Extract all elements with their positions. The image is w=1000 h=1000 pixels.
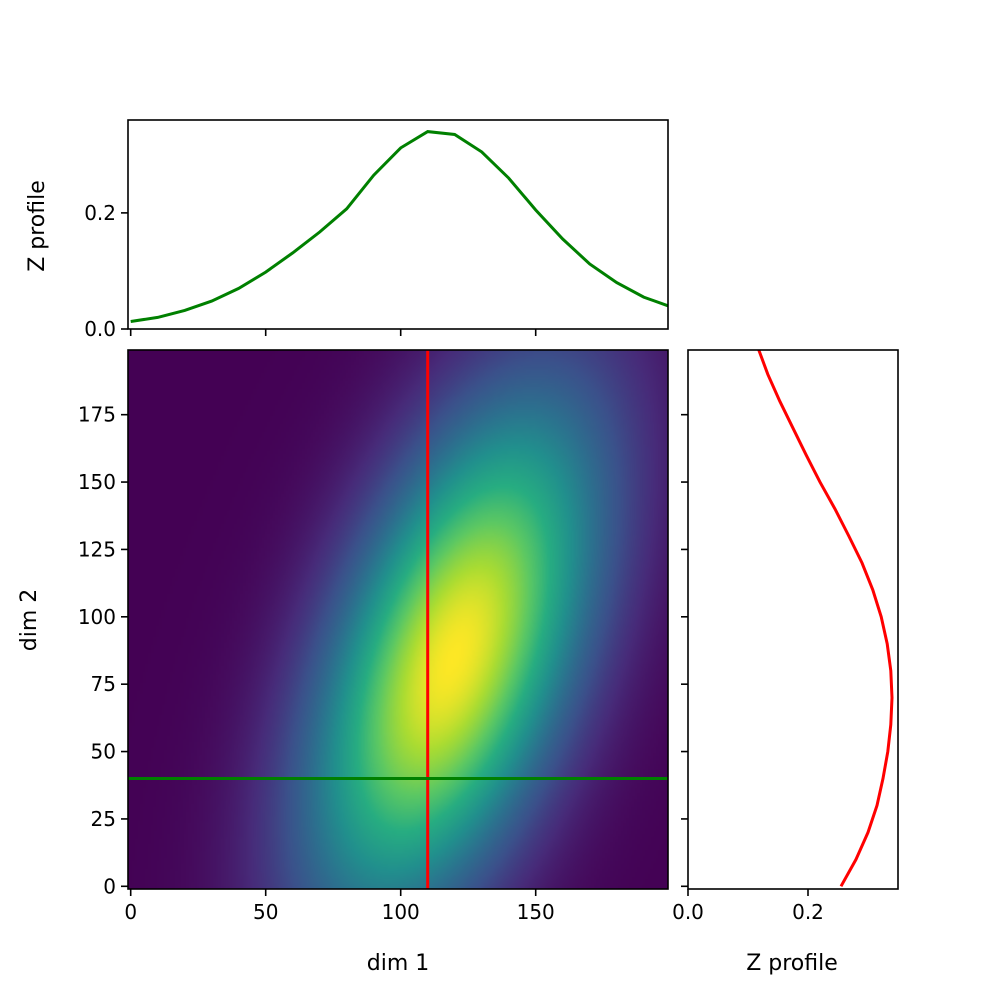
right-frame (687, 349, 899, 890)
right-x-axis-label: Z profile (746, 951, 838, 976)
main-y-tick-label: 100 (78, 605, 116, 629)
top-profile-panel: 0.0 0.2 Z profile (25, 119, 669, 341)
main-x-tick-label: 150 (517, 900, 555, 924)
heatmap-container (128, 350, 668, 889)
main-y-tick-label: 175 (78, 403, 116, 427)
main-x-tick-label: 100 (382, 900, 420, 924)
top-y-tick-label: 0.2 (84, 201, 116, 225)
right-profile-line (757, 349, 894, 888)
right-x-tick-label: 0.2 (792, 900, 824, 924)
top-y-ticks: 0.0 0.2 (84, 201, 128, 341)
top-x-ticks (129, 329, 537, 336)
main-y-tick-label: 25 (91, 807, 116, 831)
main-y-tick-label: 125 (78, 537, 116, 561)
main-y-tick-label: 75 (91, 672, 116, 696)
top-profile-line (130, 130, 669, 323)
top-y-tick-label: 0.0 (84, 317, 116, 341)
main-x-tick-label: 0 (124, 900, 137, 924)
main-y-tick-label: 150 (78, 470, 116, 494)
main-frame (127, 349, 669, 890)
main-x-axis-label: dim 1 (367, 951, 430, 976)
main-y-ticks: 0 25 50 75 100 125 150 175 (78, 403, 128, 898)
main-panel: 0 50 100 150 0 25 50 75 100 125 150 175 dim 1 dim … (17, 349, 669, 976)
top-frame (127, 119, 669, 330)
right-x-tick-label: 0.0 (672, 900, 704, 924)
main-y-tick-label: 50 (91, 740, 116, 764)
right-profile-panel: 0.0 0.2 Z profile (672, 349, 899, 976)
right-y-ticks (681, 413, 688, 888)
heatmap-image (128, 350, 668, 889)
main-x-ticks: 0 50 100 150 (124, 889, 555, 924)
right-x-ticks: 0.0 0.2 (672, 889, 824, 924)
main-y-axis-label: dim 2 (17, 589, 42, 652)
top-y-axis-label: Z profile (25, 180, 50, 272)
main-x-tick-label: 50 (253, 900, 278, 924)
main-y-tick-label: 0 (103, 874, 116, 898)
